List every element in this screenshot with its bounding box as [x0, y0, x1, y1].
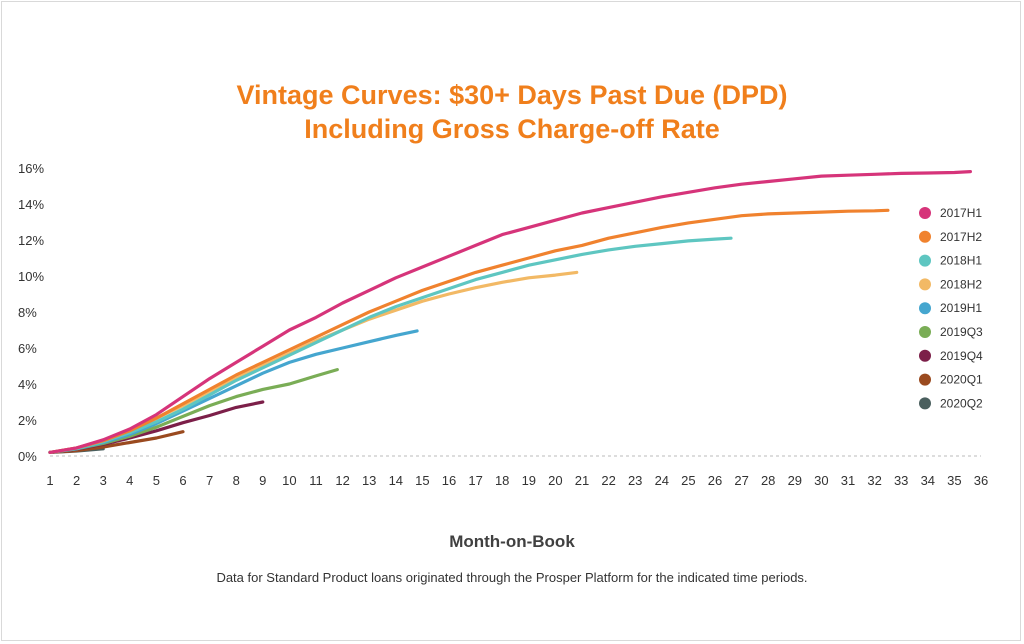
x-tick-label: 30 — [814, 473, 828, 488]
legend-label-2018h1: 2018H1 — [940, 254, 982, 268]
y-tick-label: 0% — [18, 449, 37, 464]
x-tick-label: 7 — [206, 473, 213, 488]
x-tick-label: 28 — [761, 473, 775, 488]
y-tick-label: 12% — [18, 233, 44, 248]
y-tick-label: 8% — [18, 305, 37, 320]
y-tick-label: 4% — [18, 377, 37, 392]
x-tick-label: 2 — [73, 473, 80, 488]
x-tick-label: 10 — [282, 473, 296, 488]
legend-marker-2019h1 — [919, 302, 931, 315]
legend-label-2020q2: 2020Q2 — [940, 396, 983, 410]
y-tick-label: 14% — [18, 197, 44, 212]
series-lines — [48, 170, 972, 454]
x-axis-ticks: 1 2 3 4 5 6 7 8 9 10 11 12 13 14 15 16 17 18 19 20 21 22 23 24 2… — [46, 473, 988, 488]
x-tick-label: 5 — [153, 473, 160, 488]
x-tick-label: 8 — [233, 473, 240, 488]
legend-label-2017h2: 2017H2 — [940, 230, 982, 244]
y-tick-label: 6% — [18, 341, 37, 356]
x-tick-label: 32 — [867, 473, 881, 488]
x-tick-label: 29 — [788, 473, 802, 488]
legend-marker-2020q1 — [919, 373, 931, 386]
y-tick-label: 2% — [18, 413, 37, 428]
x-tick-label: 26 — [708, 473, 722, 488]
series-line-2017h2 — [48, 208, 890, 454]
x-tick-label: 27 — [734, 473, 748, 488]
legend-label-2019h1: 2019H1 — [940, 301, 982, 315]
legend-marker-2019q3 — [919, 326, 931, 338]
x-tick-label: 1 — [46, 473, 53, 488]
legend-label-2020q1: 2020Q1 — [940, 373, 983, 387]
series-line-2019q3 — [48, 368, 339, 454]
x-tick-label: 11 — [309, 473, 323, 488]
x-tick-label: 35 — [947, 473, 961, 488]
legend-marker-2018h2 — [919, 278, 931, 291]
x-tick-label: 34 — [921, 473, 935, 488]
x-tick-label: 15 — [415, 473, 429, 488]
x-tick-label: 24 — [655, 473, 669, 488]
chart-title-line1: Vintage Curves: $30+ Days Past Due (DPD) — [236, 80, 788, 110]
x-tick-label: 33 — [894, 473, 908, 488]
x-tick-label: 14 — [389, 473, 403, 488]
series-line-2017h1 — [48, 170, 972, 454]
x-tick-label: 31 — [841, 473, 855, 488]
x-tick-label: 25 — [681, 473, 695, 488]
series-line-2018h2 — [48, 270, 579, 454]
x-tick-label: 36 — [974, 473, 988, 488]
x-tick-label: 21 — [575, 473, 589, 488]
x-tick-label: 13 — [362, 473, 376, 488]
legend-label-2017h1: 2017H1 — [940, 206, 982, 220]
chart-caption: Data for Standard Product loans originat… — [216, 570, 808, 585]
x-tick-label: 23 — [628, 473, 642, 488]
x-tick-label: 22 — [601, 473, 615, 488]
legend: 2017H1 2017H2 2018H1 2018H2 2019H1 2019Q3 2019… — [919, 206, 983, 410]
x-tick-label: 16 — [442, 473, 456, 488]
x-tick-label: 19 — [522, 473, 536, 488]
x-tick-label: 20 — [548, 473, 562, 488]
legend-label-2019q4: 2019Q4 — [940, 349, 983, 363]
y-tick-label: 16% — [18, 161, 44, 176]
legend-marker-2019q4 — [919, 349, 931, 362]
x-tick-label: 9 — [259, 473, 266, 488]
legend-marker-2020q2 — [919, 397, 931, 410]
x-tick-label: 17 — [468, 473, 482, 488]
chart-title-line2: Including Gross Charge-off Rate — [304, 114, 720, 144]
legend-label-2019q3: 2019Q3 — [940, 325, 983, 339]
legend-label-2018h2: 2018H2 — [940, 277, 982, 291]
x-tick-label: 12 — [335, 473, 349, 488]
series-line-2019h1 — [48, 329, 419, 454]
chart-title: Vintage Curves: $30+ Days Past Due (DPD)… — [0, 78, 1024, 146]
y-tick-label: 10% — [18, 269, 44, 284]
legend-marker-2017h2 — [919, 230, 931, 243]
legend-marker-2018h1 — [919, 254, 931, 267]
x-axis-label: Month-on-Book — [449, 532, 575, 551]
x-tick-label: 3 — [100, 473, 107, 488]
legend-marker-2017h1 — [919, 207, 931, 219]
x-tick-label: 4 — [126, 473, 133, 488]
series-line-2018h1 — [48, 236, 733, 454]
x-tick-label: 18 — [495, 473, 509, 488]
y-axis-ticks: 0% 2% 4% 6% 8% 10% 12% 14% 16% — [18, 161, 44, 464]
x-tick-label: 6 — [179, 473, 186, 488]
